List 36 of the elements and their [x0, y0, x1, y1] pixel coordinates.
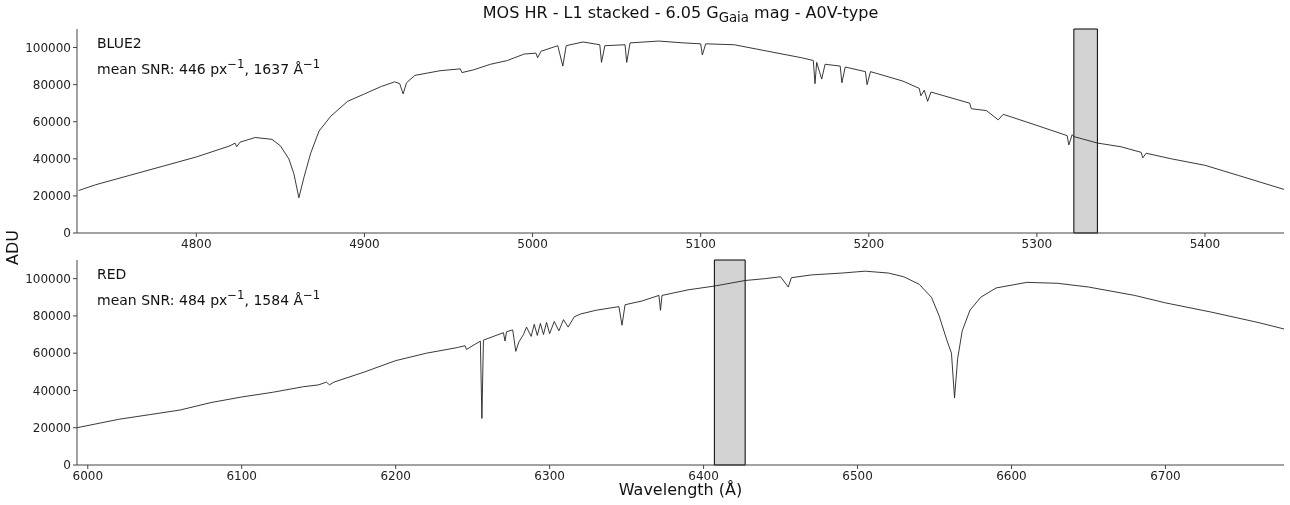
y-tick-label: 20000: [32, 420, 71, 435]
x-tick-label: 5200: [853, 236, 885, 251]
x-tick-label: 6000: [72, 468, 104, 483]
y-tick-label: 100000: [25, 271, 71, 286]
x-tick-label: 6300: [534, 468, 565, 483]
y-tick-label: 60000: [32, 114, 71, 129]
x-tick-label: 5100: [685, 236, 716, 251]
y-tick-label: 40000: [32, 383, 71, 398]
chart-title: MOS HR - L1 stacked - 6.05 G$_{Gaia}$ mag - A0V-type: [481, 3, 880, 26]
x-tick-label: 5300: [1021, 236, 1053, 251]
annotation: mean SNR: 446 px$^{−1}$, 1637 Å$^{−1}$: [97, 57, 321, 77]
y-tick-label: 80000: [32, 309, 71, 324]
x-tick-label: 4900: [349, 236, 380, 251]
x-tick-label: 6400: [688, 468, 719, 483]
x-axis-title: Wavelength (Å): [618, 480, 743, 499]
x-tick-label: 6600: [996, 468, 1027, 483]
y-tick-label: 40000: [32, 152, 71, 167]
y-tick-label: 80000: [32, 77, 71, 92]
x-tick-label: 5400: [1189, 236, 1221, 251]
x-tick-label: 5000: [517, 236, 548, 251]
x-tick-label: 6700: [1150, 468, 1181, 483]
annotation: RED: [97, 266, 127, 282]
y-tick-label: 60000: [32, 346, 71, 361]
y-tick-label: 20000: [32, 189, 71, 204]
x-tick-label: 4800: [181, 236, 212, 251]
annotation: mean SNR: 484 px$^{−1}$, 1584 Å$^{−1}$: [97, 288, 321, 308]
y-tick-label: 0: [63, 226, 71, 241]
y-tick-label: 100000: [25, 40, 71, 55]
line-series: [77, 270, 1284, 429]
line-series: [78, 40, 1284, 199]
x-tick-label: 6500: [842, 468, 873, 483]
x-tick-label: 6200: [380, 468, 411, 483]
y-tick-label: 0: [63, 458, 71, 473]
x-tick-label: 6100: [226, 468, 257, 483]
y-axis-title: ADU: [2, 229, 22, 267]
annotation: BLUE2: [97, 35, 142, 51]
